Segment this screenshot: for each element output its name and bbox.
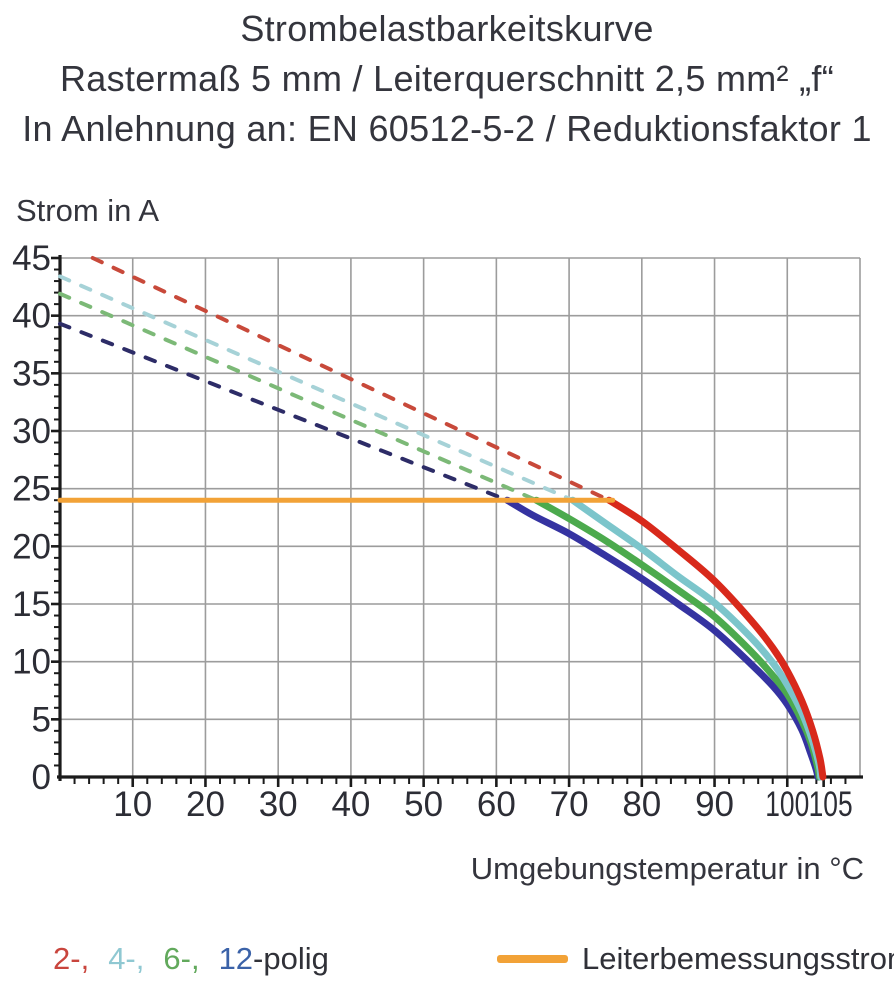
- svg-text:20: 20: [12, 527, 51, 566]
- svg-text:5: 5: [32, 700, 51, 739]
- svg-text:35: 35: [12, 354, 51, 393]
- chart-title: Strombelastbarkeitskurve Rastermaß 5 mm …: [0, 4, 894, 154]
- legend-poles-suffix: -polig: [253, 941, 329, 976]
- svg-text:0: 0: [32, 758, 51, 797]
- svg-text:40: 40: [331, 785, 370, 824]
- rated-current-line-swatch: [497, 955, 568, 963]
- svg-text:100: 100: [765, 785, 809, 824]
- svg-text:20: 20: [186, 785, 225, 824]
- svg-text:30: 30: [12, 412, 51, 451]
- title-line-1: Strombelastbarkeitskurve: [240, 8, 654, 49]
- svg-text:105: 105: [809, 785, 853, 824]
- svg-text:60: 60: [477, 785, 516, 824]
- title-line-2: Rastermaß 5 mm / Leiterquerschnitt 2,5 m…: [60, 58, 834, 99]
- x-axis-title: Umgebungstemperatur in °C: [470, 851, 864, 886]
- svg-text:50: 50: [404, 785, 443, 824]
- legend-2-polig: 2-,: [53, 941, 90, 976]
- legend-4-polig: 4-,: [108, 941, 145, 976]
- legend-6-polig: 6-,: [163, 941, 200, 976]
- legend-12-polig: 12: [218, 941, 254, 976]
- svg-text:15: 15: [12, 585, 51, 624]
- svg-text:45: 45: [12, 239, 51, 278]
- svg-text:70: 70: [550, 785, 589, 824]
- svg-text:25: 25: [12, 470, 51, 509]
- svg-text:40: 40: [12, 297, 51, 336]
- svg-text:90: 90: [695, 785, 734, 824]
- svg-text:10: 10: [113, 785, 152, 824]
- y-axis-title: Strom in A: [16, 193, 159, 228]
- legend-rated-current: Leiterbemessungsstrom: [497, 941, 894, 977]
- svg-text:80: 80: [622, 785, 661, 824]
- rated-current-label: Leiterbemessungsstrom: [582, 941, 894, 976]
- title-line-3: In Anlehnung an: EN 60512-5-2 / Reduktio…: [22, 108, 872, 149]
- svg-text:10: 10: [12, 643, 51, 682]
- svg-text:30: 30: [259, 785, 298, 824]
- legend-poles: 2-, 4-, 6-, 12-polig: [53, 941, 329, 977]
